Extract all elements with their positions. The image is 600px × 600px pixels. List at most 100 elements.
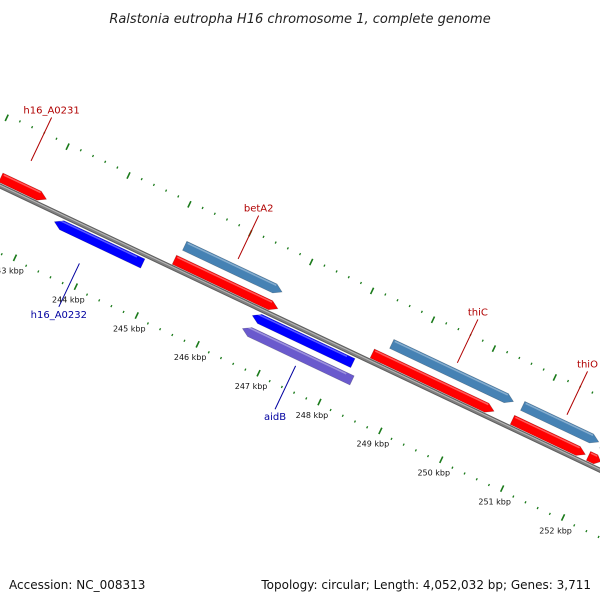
ruler-minor-tick xyxy=(31,125,34,129)
forward-gene-arrow xyxy=(585,450,600,465)
feature-labels: h16_A0231 betA2 thiC thiO h16_A0232 aidB xyxy=(23,105,598,423)
ruler-minor-tick xyxy=(262,235,265,239)
ruler-major-tick xyxy=(560,513,566,521)
ruler-major-tick xyxy=(126,172,131,180)
ruler-minor-tick xyxy=(305,397,308,400)
gene-label-h16_A0232: h16_A0232 xyxy=(31,310,87,321)
ruler-minor-tick xyxy=(542,368,545,371)
backbone-outline xyxy=(0,183,600,473)
ruler-minor-tick xyxy=(408,304,411,308)
ruler-minor-tick xyxy=(341,414,344,418)
forward-gene-arrow xyxy=(171,254,279,311)
label-leader-line xyxy=(58,263,80,308)
ruler-minor-tick xyxy=(146,322,149,325)
ruler-major-tick xyxy=(134,312,139,320)
arrow-highlight xyxy=(57,218,138,258)
ruler-minor-tick xyxy=(402,443,405,446)
ruler-minor-tick xyxy=(232,362,235,366)
ruler-minor-tick xyxy=(49,276,52,279)
ruler-minor-tick xyxy=(91,154,95,158)
ruler-minor-tick xyxy=(286,247,289,250)
ruler-minor-tick xyxy=(213,212,216,215)
ruler-minor-tick xyxy=(463,472,466,475)
ruler-minor-tick xyxy=(390,437,393,441)
ruler-minor-tick xyxy=(597,535,600,539)
ruler-minor-tick xyxy=(366,426,369,429)
ruler-minor-tick xyxy=(116,166,119,169)
ruler-tick-label: 251 kbp xyxy=(478,497,511,506)
ruler-minor-tick xyxy=(159,327,162,331)
ruler-minor-tick xyxy=(207,351,210,354)
ruler-tick-label: 252 kbp xyxy=(539,526,572,535)
ruler-minor-tick xyxy=(506,350,509,354)
ruler-minor-tick xyxy=(268,379,271,383)
ruler-minor-tick xyxy=(61,281,64,285)
ruler-major-tick xyxy=(12,254,18,262)
ruler-minor-tick xyxy=(177,195,180,198)
ruler-tick-label: 249 kbp xyxy=(357,440,390,449)
ruler-major-tick xyxy=(378,427,383,435)
forward-gene-arrow xyxy=(0,172,48,201)
arrow-highlight xyxy=(394,340,509,396)
ruler-minor-tick xyxy=(37,270,40,273)
ruler-minor-tick xyxy=(487,483,491,487)
ruler-minor-tick xyxy=(244,368,247,371)
backbone-line xyxy=(0,184,600,472)
ruler-minor-tick xyxy=(475,477,478,481)
ruler-major-tick xyxy=(552,373,558,381)
arrow-highlight xyxy=(525,402,594,437)
arrow-highlight xyxy=(3,174,41,194)
ruler-minor-tick xyxy=(566,379,570,383)
gene-label-h16_A0231: h16_A0231 xyxy=(23,105,79,116)
ruler-tick-label: 247 kbp xyxy=(235,382,268,391)
arrow-highlight xyxy=(374,350,489,406)
ruler-major-tick xyxy=(256,369,261,377)
ruler-minor-tick xyxy=(585,529,588,533)
arrow-highlight xyxy=(590,452,598,457)
ruler-minor-tick xyxy=(25,264,28,268)
ruler-minor-tick xyxy=(225,218,229,221)
ruler-minor-tick xyxy=(171,333,174,337)
ruler-minor-tick xyxy=(85,293,89,296)
ruler-minor-tick xyxy=(110,304,113,308)
gene-label-thiC: thiC xyxy=(468,307,488,318)
ruler-tick-labels: 243 kbp 244 kbp 245 kbp 246 kbp 247 kbp 248 k… xyxy=(0,267,572,536)
ruler-minor-tick xyxy=(219,356,223,360)
label-leader-line xyxy=(274,365,297,410)
ruler-major-tick xyxy=(430,316,436,324)
ruler-minor-tick xyxy=(451,466,454,469)
ruler-minor-tick xyxy=(445,322,448,325)
label-leader-line xyxy=(566,371,588,415)
label-leader-line xyxy=(30,117,53,162)
ruler-minor-tick xyxy=(104,160,107,164)
ruler-tick-label: 246 kbp xyxy=(174,353,207,362)
ruler-minor-tick xyxy=(79,148,82,152)
ruler-minor-tick xyxy=(353,420,357,423)
gene-label-thiO: thiO xyxy=(577,359,598,370)
ruler-major-tick xyxy=(439,456,444,464)
ruler-minor-tick xyxy=(0,252,3,256)
ruler-minor-tick xyxy=(481,339,484,342)
feature-track xyxy=(0,172,600,468)
ruler-minor-tick xyxy=(55,137,58,140)
ruler-minor-tick xyxy=(548,512,551,516)
ruler-major-tick xyxy=(65,143,70,151)
ruler-minor-tick xyxy=(512,495,515,498)
ruler-minor-tick xyxy=(396,298,399,302)
gene-label-aidB: aidB xyxy=(264,412,286,423)
ruler-major-tick xyxy=(308,258,314,266)
ruler-minor-tick xyxy=(140,177,143,181)
ruler-major-tick xyxy=(187,200,192,208)
genome-summary-text: Topology: circular; Length: 4,052,032 bp… xyxy=(261,578,591,592)
ruler-minor-tick xyxy=(293,391,296,394)
backbone xyxy=(0,183,600,473)
ruler-minor-tick xyxy=(536,506,539,510)
ruler-tick-label: 245 kbp xyxy=(113,324,146,333)
forward-other-arrow xyxy=(389,339,515,404)
ruler-minor-tick xyxy=(518,356,521,360)
inner-ruler xyxy=(0,252,600,539)
forward-other-arrow xyxy=(520,401,600,444)
ruler-minor-tick xyxy=(274,241,277,244)
label-leader-line xyxy=(237,215,260,260)
